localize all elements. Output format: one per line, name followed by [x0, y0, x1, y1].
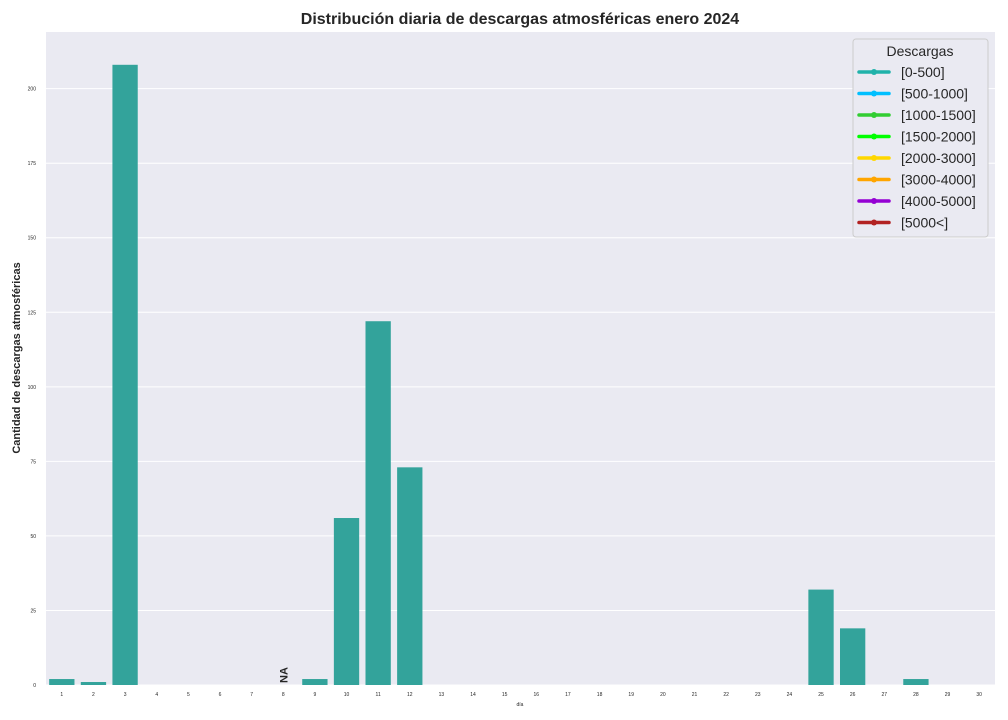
x-tick-label: 15 [502, 692, 508, 698]
legend: Descargas [0-500] [500-1000] [1000-1500] [1… [852, 38, 989, 238]
bar-day-10 [333, 518, 360, 685]
x-tick-label: 25 [818, 692, 824, 698]
y-tick-label: 75 [30, 459, 36, 465]
bar-day-11 [365, 321, 391, 685]
bar-day-1 [49, 679, 75, 685]
legend-marker [871, 69, 877, 75]
x-tick-label: 4 [155, 692, 158, 698]
x-tick-label: 3 [124, 692, 127, 698]
x-tick-label: 27 [882, 692, 888, 698]
bar-day-26 [839, 628, 866, 685]
legend-marker [871, 176, 877, 183]
chart-title: Distribución diaria de descargas atmosfé… [301, 11, 740, 28]
x-tick-label: 26 [850, 692, 856, 698]
x-tick-label: 17 [565, 692, 571, 698]
y-tick-label: 125 [28, 310, 37, 316]
legend-label: [1500-2000] [901, 129, 976, 145]
legend-entries: [0-500] [500-1000] [1000-1500] [1500-2000] [… [857, 64, 976, 231]
legend-entry: [500-1000] [857, 86, 968, 102]
y-tick-label: 50 [30, 534, 36, 540]
x-tick-label: 8 [282, 692, 285, 698]
legend-entry: [0-500] [857, 64, 945, 80]
missing-value-label: NA [278, 667, 290, 683]
x-tick-label: 1 [60, 692, 63, 698]
bar-day-28 [903, 679, 929, 685]
y-tick-label: 150 [28, 236, 37, 242]
x-tick-label: 22 [723, 692, 729, 698]
legend-entry: [1000-1500] [857, 107, 976, 123]
legend-marker [871, 198, 877, 204]
bar-day-2 [80, 682, 107, 685]
legend-label: [500-1000] [901, 86, 968, 102]
annotations: NA [278, 667, 290, 683]
legend-label: [5000<] [901, 215, 948, 231]
legend-marker [871, 155, 877, 161]
legend-label: [3000-4000] [901, 172, 976, 188]
legend-label: [2000-3000] [901, 150, 976, 166]
gridlines [46, 88, 995, 686]
legend-label: [4000-5000] [901, 193, 976, 209]
y-tick-label: 200 [28, 87, 37, 93]
x-tick-label: 30 [976, 692, 982, 698]
x-tick-label: 13 [439, 692, 445, 698]
x-tick-label: 29 [945, 692, 951, 698]
bar-day-25 [808, 589, 834, 685]
x-tick-label: 2 [92, 692, 95, 698]
legend-marker [871, 112, 877, 118]
legend-label: [1000-1500] [901, 107, 976, 123]
x-tick-label: 19 [628, 692, 634, 698]
legend-label: [0-500] [901, 64, 945, 80]
x-tick-label: 10 [344, 692, 350, 698]
x-tick-label: 20 [660, 692, 666, 698]
y-tick-label: 100 [28, 385, 37, 391]
x-tick-label: 12 [407, 692, 413, 698]
legend-entry: [4000-5000] [857, 193, 976, 209]
y-tick-labels: 0 25 50 75 100 125 150 175 200 [28, 87, 37, 689]
legend-entry: [2000-3000] [857, 150, 976, 166]
legend-box [852, 38, 989, 238]
y-axis-label: Cantidad de descargas atmosféricas [11, 262, 23, 453]
bars [49, 64, 929, 686]
legend-marker [871, 219, 877, 226]
x-tick-label: 23 [755, 692, 761, 698]
x-tick-label: 9 [313, 692, 316, 698]
legend-entry: [5000<] [857, 215, 948, 231]
x-axis-label: día [517, 702, 524, 708]
bar-day-3 [112, 64, 138, 686]
x-tick-label: 7 [250, 692, 253, 698]
x-tick-label: 18 [597, 692, 603, 698]
x-tick-label: 5 [187, 692, 190, 698]
x-tick-label: 16 [534, 692, 540, 698]
bar-day-12 [397, 467, 423, 685]
plot-area [46, 32, 995, 685]
legend-marker [871, 133, 877, 140]
y-tick-label: 25 [30, 608, 36, 614]
legend-entry: [3000-4000] [857, 172, 976, 188]
legend-title: Descargas [887, 43, 954, 59]
y-tick-label: 175 [28, 161, 37, 167]
legend-entry: [1500-2000] [857, 129, 976, 145]
x-tick-label: 14 [470, 692, 476, 698]
x-tick-label: 24 [787, 692, 793, 698]
y-tick-label: 0 [33, 683, 36, 689]
legend-marker [871, 90, 877, 97]
x-tick-label: 28 [913, 692, 919, 698]
x-tick-label: 6 [219, 692, 222, 698]
x-tick-labels: 1 2 3 4 5 6 7 8 9 10 11 12 13 14 15 16 17 18 19 20 21 22 23 24 2… [60, 692, 982, 698]
bar-day-9 [302, 679, 328, 685]
x-tick-label: 11 [376, 692, 381, 698]
x-tick-label: 21 [692, 692, 698, 698]
